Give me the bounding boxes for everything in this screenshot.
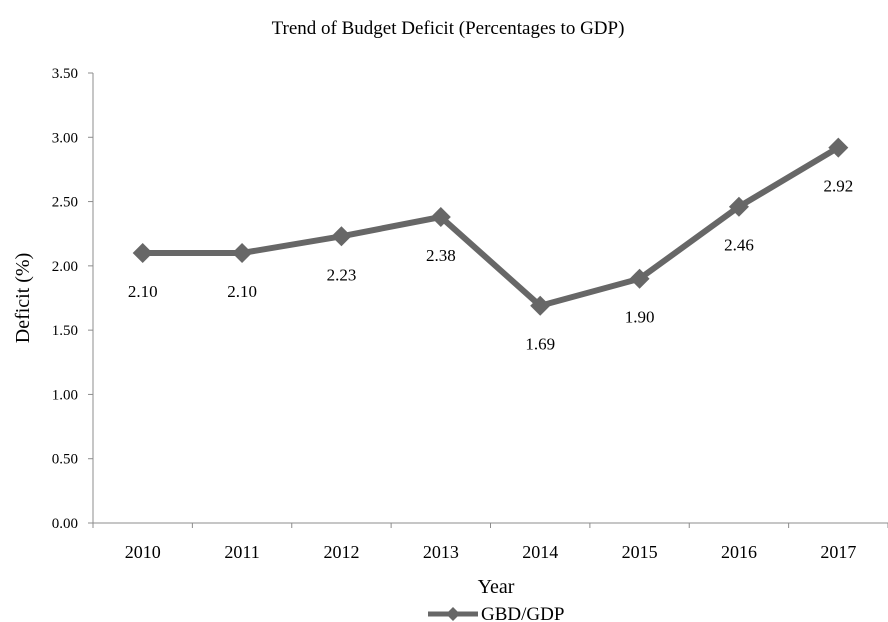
y-tick-label: 2.50 <box>52 195 78 211</box>
data-label: 2.46 <box>724 236 754 255</box>
x-axis-title: Year <box>478 576 515 598</box>
data-point-marker <box>530 295 551 316</box>
data-point-marker <box>629 268 650 289</box>
x-tick-label: 2017 <box>820 542 856 562</box>
x-tick-label: 2015 <box>622 542 658 562</box>
data-label: 2.23 <box>327 265 357 284</box>
data-label: 2.92 <box>823 177 853 196</box>
data-labels: 2.10 2.10 2.23 2.38 1.69 1.90 2.46 2.92 <box>128 177 853 354</box>
series-line <box>142 144 840 309</box>
y-tick-label: 3.50 <box>52 66 78 82</box>
legend: GBD/GDP <box>428 604 564 622</box>
y-tick-label: 1.50 <box>52 323 78 339</box>
data-point-marker <box>430 207 451 227</box>
y-tick-label: 2.00 <box>52 259 78 275</box>
y-axis-title: Deficit (%) <box>12 253 34 344</box>
chart-title: Trend of Budget Deficit (Percentages to … <box>272 18 625 39</box>
x-tick-label: 2010 <box>125 542 161 562</box>
data-label: 1.90 <box>625 308 655 327</box>
data-point-marker <box>331 226 352 247</box>
series-layer <box>132 137 849 316</box>
y-tick-label: 0.00 <box>52 516 78 532</box>
x-tick-label: 2014 <box>522 542 558 562</box>
data-point-marker <box>232 243 253 263</box>
y-tick-label: 0.50 <box>52 452 78 468</box>
data-label: 2.38 <box>426 246 456 265</box>
y-axis-ticks: 0.00 0.50 1.00 1.50 2.00 2.50 3.00 3.50 <box>52 66 93 532</box>
y-tick-label: 3.00 <box>52 130 78 146</box>
data-label: 2.10 <box>128 282 158 301</box>
data-point-marker <box>728 196 749 217</box>
x-tick-label: 2016 <box>721 542 757 562</box>
legend-label: GBD/GDP <box>481 604 564 622</box>
x-tick-label: 2012 <box>323 542 359 562</box>
data-label: 2.10 <box>227 282 257 301</box>
data-point-marker <box>132 243 153 263</box>
legend-diamond-icon <box>446 607 460 621</box>
y-tick-label: 1.00 <box>52 387 78 403</box>
data-label: 1.69 <box>525 335 555 354</box>
data-point-marker <box>828 137 849 158</box>
x-tick-label: 2011 <box>224 542 259 562</box>
x-axis-ticks: 2010 2011 2012 2013 2014 2015 2016 2017 <box>92 523 888 562</box>
x-tick-label: 2013 <box>423 542 459 562</box>
